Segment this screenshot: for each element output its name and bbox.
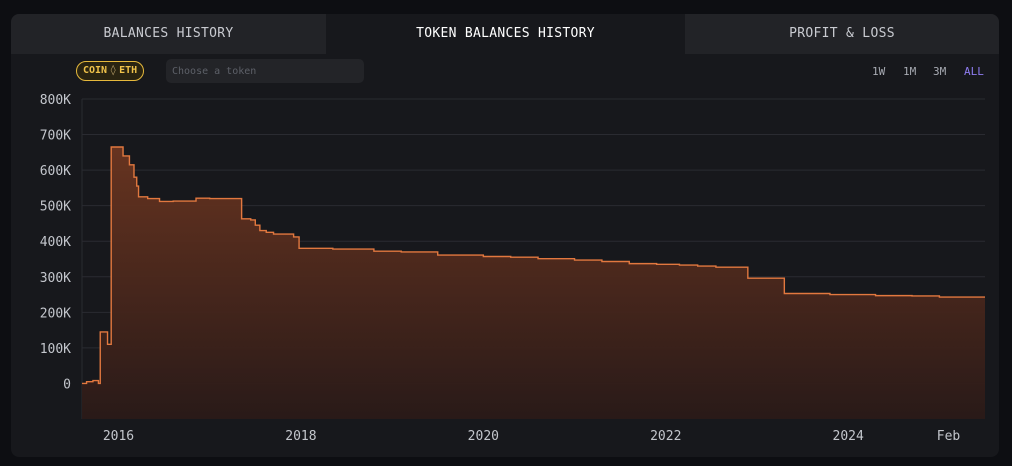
y-tick-label: 600K <box>40 164 71 179</box>
y-tick-label: 800K <box>40 93 71 108</box>
y-tick-label: 300K <box>40 271 71 286</box>
coin-symbol: ETH <box>119 65 138 76</box>
range-1w-button[interactable]: 1W <box>872 65 886 78</box>
token-balances-panel: 800K 700K 600K 500K 400K 300K 200K 100K 0 2016 20… <box>11 14 999 457</box>
token-search-input[interactable] <box>166 59 364 83</box>
tab-bar: BALANCES HISTORY TOKEN BALANCES HISTORY … <box>11 14 999 54</box>
x-tick-label: 2022 <box>650 429 681 444</box>
y-tick-label: 700K <box>40 129 71 144</box>
x-tick-label: 2020 <box>468 429 499 444</box>
y-tick-label: 500K <box>40 200 71 215</box>
y-tick-label: 400K <box>40 235 71 250</box>
balance-series-line <box>82 146 985 385</box>
x-tick-label: 2018 <box>285 429 316 444</box>
y-tick-label: 200K <box>40 306 71 321</box>
range-all-button[interactable]: ALL <box>964 65 984 78</box>
coin-label: COIN <box>83 65 108 76</box>
tab-balances-history[interactable]: BALANCES HISTORY <box>11 14 326 54</box>
y-tick-label: 100K <box>40 342 71 357</box>
tab-token-balances-history[interactable]: TOKEN BALANCES HISTORY <box>326 14 685 54</box>
range-1m-button[interactable]: 1M <box>903 65 917 78</box>
balance-chart: 800K 700K 600K 500K 400K 300K 200K 100K 0 2016 20… <box>40 93 985 444</box>
x-tick-label: Feb <box>937 429 961 444</box>
x-tick-label: 2016 <box>103 429 134 444</box>
x-tick-label: 2024 <box>833 429 864 444</box>
range-3m-button[interactable]: 3M <box>933 65 947 78</box>
tab-profit-and-loss[interactable]: PROFIT & LOSS <box>685 14 999 54</box>
eth-diamond-icon: ◊ <box>110 65 117 76</box>
y-tick-label: 0 <box>63 377 71 392</box>
balance-area-fill <box>82 147 985 419</box>
coin-filter-badge[interactable]: COIN ◊ ETH <box>76 61 145 81</box>
